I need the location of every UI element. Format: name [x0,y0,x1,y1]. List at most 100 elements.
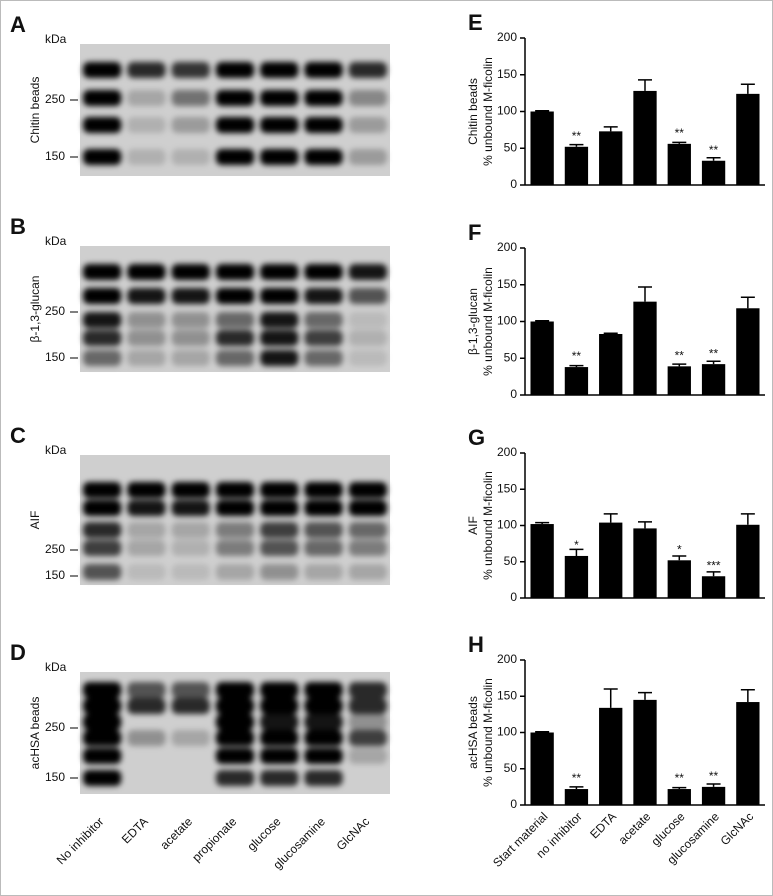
blot-bands [83,482,387,580]
band [171,62,210,78]
band [348,117,387,133]
y-tick-label: 200 [497,240,517,254]
bar [633,528,657,598]
y-tick-label: 200 [497,445,517,459]
error-bar [740,296,755,309]
band [171,350,210,366]
band [83,698,122,714]
band [127,330,166,346]
band [171,117,210,133]
bar [599,333,623,395]
blot-bands [83,264,387,366]
y-axis-label: % unbound M-ficolin [481,267,495,376]
band [215,770,255,786]
marker-label: 250 [45,542,65,556]
band [215,698,255,714]
band [83,748,122,764]
error-bar [603,688,618,708]
panel-letter: B [10,214,26,239]
band [260,117,299,133]
y-tick-label: 0 [510,177,517,191]
band [171,264,210,280]
y-tick-label: 50 [504,350,518,364]
band [348,312,387,328]
band [260,264,299,280]
band [348,90,387,106]
band [215,748,255,764]
band [127,698,166,714]
band [83,330,122,346]
band [171,90,210,106]
band [83,117,122,133]
band [127,730,166,746]
bar [667,366,691,395]
y-tick-label: 150 [497,481,517,495]
band [260,482,299,498]
band [348,264,387,280]
blot-label: Chitin beads [28,77,42,144]
band [215,62,255,78]
panel-letter: G [468,425,485,450]
y-tick-label: 100 [497,314,517,328]
band [83,522,122,538]
band [215,540,255,556]
bar [701,786,726,805]
band [215,682,255,698]
band [260,564,299,580]
significance: *** [707,558,721,572]
error-bar [638,79,652,91]
kda-label: kDa [45,32,67,46]
band [83,312,122,328]
error-bar [638,691,652,700]
error-bar [740,688,755,703]
band [348,540,387,556]
band [348,350,387,366]
band [83,714,122,730]
band [348,149,387,165]
band [304,149,343,165]
band [171,288,210,304]
band [171,330,210,346]
band [304,730,343,746]
bar [530,732,554,805]
panel-letter: H [468,632,484,657]
band [127,117,166,133]
band [127,62,166,78]
band [304,90,343,106]
band [83,682,122,698]
band [304,714,343,730]
y-axis-label: AIF [466,516,480,535]
band [127,482,166,498]
band [127,500,166,516]
band [83,350,122,366]
band [171,482,210,498]
panel-letter: C [10,423,26,448]
y-tick-label: 200 [497,30,517,44]
band [348,500,387,516]
bar [701,364,726,395]
bar [736,308,760,395]
blot-bands [83,682,387,786]
lane-label: GlcNAc [334,814,373,853]
band [304,770,343,786]
band [127,522,166,538]
band [260,312,299,328]
y-tick-label: 50 [504,761,518,775]
band [127,350,166,366]
panel-letter: A [10,12,26,37]
error-bar [672,555,687,561]
y-axis-label: Chitin beads [466,78,480,145]
band [260,682,299,698]
blot-label: AIF [28,511,42,530]
marker-label: 250 [45,92,65,106]
y-tick-label: 200 [497,652,517,666]
significance: ** [675,126,685,140]
marker-label: 150 [45,568,65,582]
band [260,500,299,516]
band [83,62,122,78]
y-axis-label: % unbound M-ficolin [481,471,495,580]
y-axis-label: acHSA beads [466,696,480,769]
band [260,350,299,366]
band [304,698,343,714]
band [348,564,387,580]
